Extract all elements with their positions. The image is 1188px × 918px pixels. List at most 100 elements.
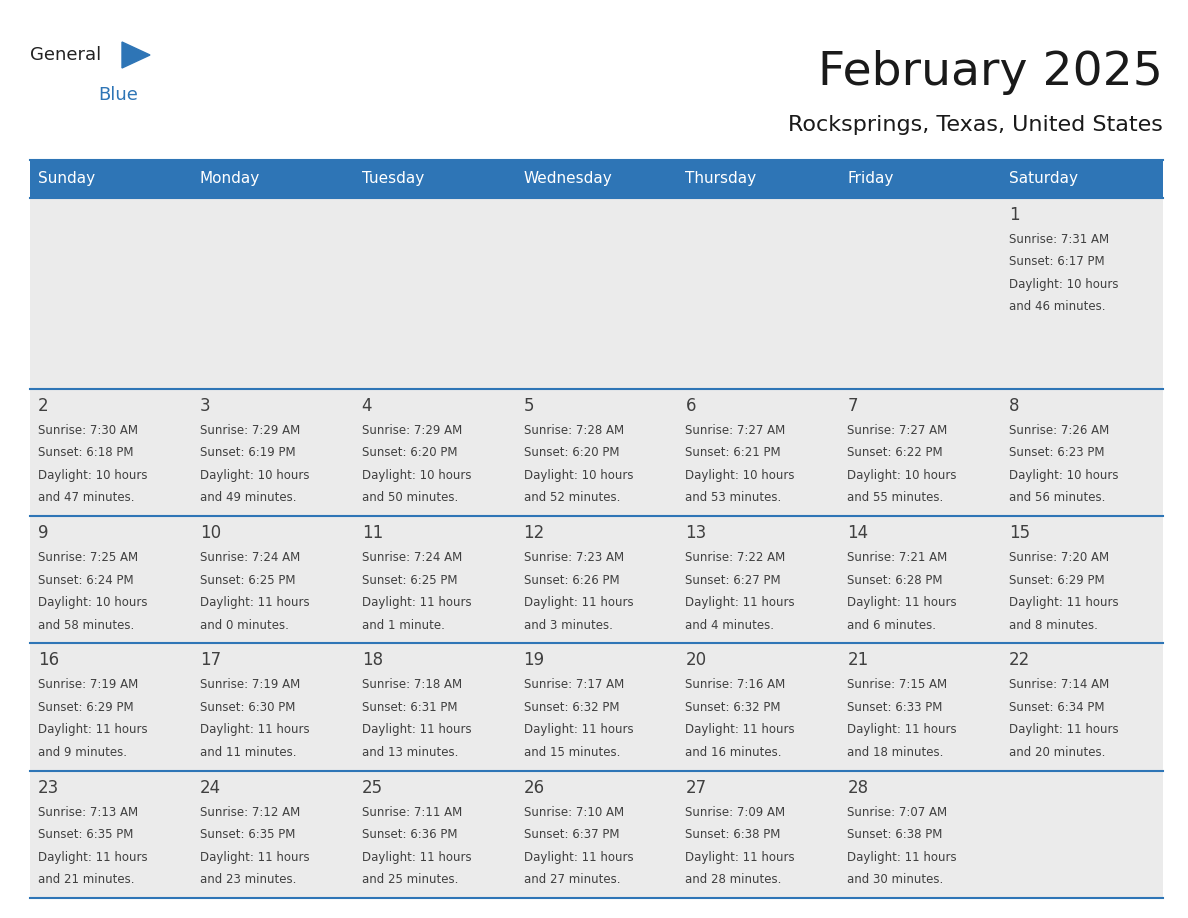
Text: Daylight: 11 hours: Daylight: 11 hours: [847, 851, 956, 864]
Text: Rocksprings, Texas, United States: Rocksprings, Texas, United States: [788, 115, 1163, 135]
Text: Sunset: 6:31 PM: Sunset: 6:31 PM: [361, 701, 457, 714]
Text: 1: 1: [1009, 206, 1019, 224]
Text: and 56 minutes.: and 56 minutes.: [1009, 491, 1106, 504]
Text: Sunrise: 7:24 AM: Sunrise: 7:24 AM: [361, 551, 462, 565]
Text: Daylight: 11 hours: Daylight: 11 hours: [524, 596, 633, 610]
Text: Sunrise: 7:09 AM: Sunrise: 7:09 AM: [685, 806, 785, 819]
Text: Daylight: 11 hours: Daylight: 11 hours: [200, 851, 310, 864]
Text: Sunrise: 7:31 AM: Sunrise: 7:31 AM: [1009, 233, 1110, 246]
Text: 28: 28: [847, 778, 868, 797]
Text: Sunset: 6:18 PM: Sunset: 6:18 PM: [38, 446, 133, 459]
Text: and 52 minutes.: and 52 minutes.: [524, 491, 620, 504]
Text: 25: 25: [361, 778, 383, 797]
Text: Daylight: 10 hours: Daylight: 10 hours: [361, 469, 472, 482]
Text: Daylight: 11 hours: Daylight: 11 hours: [361, 596, 472, 610]
Text: Sunrise: 7:22 AM: Sunrise: 7:22 AM: [685, 551, 785, 565]
Text: 7: 7: [847, 397, 858, 415]
Text: 3: 3: [200, 397, 210, 415]
Text: 21: 21: [847, 652, 868, 669]
Text: and 50 minutes.: and 50 minutes.: [361, 491, 457, 504]
Text: and 28 minutes.: and 28 minutes.: [685, 873, 782, 886]
Text: and 30 minutes.: and 30 minutes.: [847, 873, 943, 886]
Text: Daylight: 11 hours: Daylight: 11 hours: [524, 723, 633, 736]
Text: 11: 11: [361, 524, 383, 543]
Text: 23: 23: [38, 778, 59, 797]
Text: Daylight: 11 hours: Daylight: 11 hours: [524, 851, 633, 864]
Text: and 3 minutes.: and 3 minutes.: [524, 619, 613, 632]
Text: Sunset: 6:38 PM: Sunset: 6:38 PM: [685, 828, 781, 841]
Text: Daylight: 11 hours: Daylight: 11 hours: [847, 596, 956, 610]
Text: Sunset: 6:26 PM: Sunset: 6:26 PM: [524, 574, 619, 587]
Text: Daylight: 11 hours: Daylight: 11 hours: [200, 596, 310, 610]
Text: Sunset: 6:29 PM: Sunset: 6:29 PM: [38, 701, 133, 714]
Text: and 16 minutes.: and 16 minutes.: [685, 746, 782, 759]
Text: Sunrise: 7:12 AM: Sunrise: 7:12 AM: [200, 806, 301, 819]
Text: 17: 17: [200, 652, 221, 669]
Text: Sunset: 6:29 PM: Sunset: 6:29 PM: [1009, 574, 1105, 587]
Text: 13: 13: [685, 524, 707, 543]
Text: Friday: Friday: [847, 172, 893, 186]
Text: Monday: Monday: [200, 172, 260, 186]
Text: and 13 minutes.: and 13 minutes.: [361, 746, 459, 759]
Text: Sunday: Sunday: [38, 172, 95, 186]
Text: Sunrise: 7:23 AM: Sunrise: 7:23 AM: [524, 551, 624, 565]
Text: and 4 minutes.: and 4 minutes.: [685, 619, 775, 632]
Text: Daylight: 10 hours: Daylight: 10 hours: [38, 469, 147, 482]
Text: 18: 18: [361, 652, 383, 669]
Text: Sunset: 6:20 PM: Sunset: 6:20 PM: [524, 446, 619, 459]
Text: February 2025: February 2025: [819, 50, 1163, 95]
Text: Sunset: 6:25 PM: Sunset: 6:25 PM: [361, 574, 457, 587]
Text: Daylight: 10 hours: Daylight: 10 hours: [685, 469, 795, 482]
Text: Sunrise: 7:19 AM: Sunrise: 7:19 AM: [200, 678, 301, 691]
Text: Sunset: 6:30 PM: Sunset: 6:30 PM: [200, 701, 296, 714]
Bar: [30, 389, 1163, 516]
Text: Daylight: 11 hours: Daylight: 11 hours: [38, 851, 147, 864]
Text: Sunrise: 7:27 AM: Sunrise: 7:27 AM: [685, 424, 785, 437]
Text: Sunrise: 7:29 AM: Sunrise: 7:29 AM: [361, 424, 462, 437]
Text: 9: 9: [38, 524, 49, 543]
Text: Sunset: 6:38 PM: Sunset: 6:38 PM: [847, 828, 942, 841]
Text: General: General: [30, 46, 101, 64]
Text: Sunrise: 7:21 AM: Sunrise: 7:21 AM: [847, 551, 948, 565]
Text: Sunrise: 7:19 AM: Sunrise: 7:19 AM: [38, 678, 138, 691]
Bar: [30, 198, 1163, 389]
Text: Sunset: 6:32 PM: Sunset: 6:32 PM: [685, 701, 781, 714]
Text: Sunset: 6:33 PM: Sunset: 6:33 PM: [847, 701, 942, 714]
Text: Daylight: 10 hours: Daylight: 10 hours: [524, 469, 633, 482]
Text: and 9 minutes.: and 9 minutes.: [38, 746, 127, 759]
Text: 20: 20: [685, 652, 707, 669]
Text: 24: 24: [200, 778, 221, 797]
Text: Saturday: Saturday: [1009, 172, 1079, 186]
Text: and 23 minutes.: and 23 minutes.: [200, 873, 296, 886]
Text: 4: 4: [361, 397, 372, 415]
Text: and 47 minutes.: and 47 minutes.: [38, 491, 134, 504]
Text: and 49 minutes.: and 49 minutes.: [200, 491, 296, 504]
Text: and 58 minutes.: and 58 minutes.: [38, 619, 134, 632]
Text: Daylight: 11 hours: Daylight: 11 hours: [1009, 596, 1119, 610]
Text: Sunset: 6:25 PM: Sunset: 6:25 PM: [200, 574, 296, 587]
Bar: [30, 516, 1163, 644]
Text: 26: 26: [524, 778, 544, 797]
Text: Sunrise: 7:26 AM: Sunrise: 7:26 AM: [1009, 424, 1110, 437]
Text: Sunrise: 7:25 AM: Sunrise: 7:25 AM: [38, 551, 138, 565]
Text: Sunrise: 7:07 AM: Sunrise: 7:07 AM: [847, 806, 947, 819]
Text: Daylight: 10 hours: Daylight: 10 hours: [200, 469, 309, 482]
Text: and 53 minutes.: and 53 minutes.: [685, 491, 782, 504]
Text: and 8 minutes.: and 8 minutes.: [1009, 619, 1098, 632]
Text: Daylight: 11 hours: Daylight: 11 hours: [685, 723, 795, 736]
Text: Daylight: 11 hours: Daylight: 11 hours: [361, 851, 472, 864]
Text: Sunrise: 7:24 AM: Sunrise: 7:24 AM: [200, 551, 301, 565]
Text: Sunset: 6:35 PM: Sunset: 6:35 PM: [200, 828, 296, 841]
Bar: [30, 644, 1163, 771]
Text: Sunrise: 7:13 AM: Sunrise: 7:13 AM: [38, 806, 138, 819]
Text: Sunset: 6:28 PM: Sunset: 6:28 PM: [847, 574, 943, 587]
Text: 16: 16: [38, 652, 59, 669]
Text: 2: 2: [38, 397, 49, 415]
Text: and 18 minutes.: and 18 minutes.: [847, 746, 943, 759]
Text: Daylight: 11 hours: Daylight: 11 hours: [361, 723, 472, 736]
Text: Sunrise: 7:27 AM: Sunrise: 7:27 AM: [847, 424, 948, 437]
Text: Daylight: 10 hours: Daylight: 10 hours: [1009, 278, 1119, 291]
Text: Sunrise: 7:28 AM: Sunrise: 7:28 AM: [524, 424, 624, 437]
Text: 14: 14: [847, 524, 868, 543]
Text: Thursday: Thursday: [685, 172, 757, 186]
